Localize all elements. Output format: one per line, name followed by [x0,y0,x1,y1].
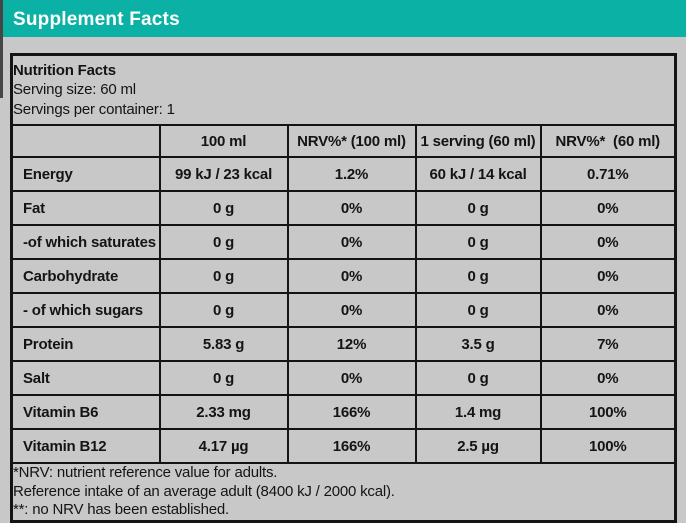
serving-size-text: Serving size: 60 ml [13,81,137,99]
footnote-nrv: *NRV: nutrient reference value for adult… [13,464,278,481]
cell-value: 0.71% [539,156,677,192]
row-label: Vitamin B12 [10,428,161,464]
cell-value: 0% [539,258,677,294]
column-header-1serving-60ml: 1 serving (60 ml) [414,124,542,158]
cell-value: 0% [286,258,417,294]
nutrition-facts-table: Nutrition Facts Serving size: 60 ml Serv… [10,53,677,523]
table-row-vitamin-b6: Vitamin B6 2.33 mg 166% 1.4 mg 100% [10,394,677,430]
cell-value: 1.4 mg [414,394,542,430]
column-header-empty [10,124,161,158]
cell-value: 0 g [158,258,289,294]
cell-value: 166% [286,394,417,430]
cell-value: 100% [539,394,677,430]
column-header-nrv-60ml: NRV%* (60 ml) [539,124,677,158]
table-row-fat: Fat 0 g 0% 0 g 0% [10,190,677,226]
table-row-carbohydrate: Carbohydrate 0 g 0% 0 g 0% [10,258,677,294]
row-label: -of which saturates [10,224,161,260]
cell-value: 0 g [414,360,542,396]
cell-value: 1.2% [286,156,417,192]
cell-value: 0% [539,360,677,396]
footnote-no-nrv: **: no NRV has been established. [13,501,230,518]
cell-value: 0 g [158,224,289,260]
cell-value: 0 g [158,360,289,396]
cell-value: 100% [539,428,677,464]
table-row-vitamin-b12: Vitamin B12 4.17 µg 166% 2.5 µg 100% [10,428,677,464]
cell-value: 0% [539,190,677,226]
cell-value: 12% [286,326,417,362]
row-label: Protein [10,326,161,362]
table-row-energy: Energy 99 kJ / 23 kcal 1.2% 60 kJ / 14 k… [10,156,677,192]
cell-value: 0% [539,224,677,260]
cell-value: 7% [539,326,677,362]
nutrition-facts-title: Nutrition Facts [13,61,117,79]
row-label: - of which sugars [10,292,161,328]
servings-per-container-text: Servings per container: 1 [13,100,175,118]
cell-value: 0% [286,190,417,226]
table-row-sugars: - of which sugars 0 g 0% 0 g 0% [10,292,677,328]
column-header-nrv-100ml: NRV%* (100 ml) [286,124,417,158]
cell-value: 0 g [158,190,289,226]
cell-value: 99 kJ / 23 kcal [158,156,289,192]
cell-value: 0 g [414,190,542,226]
row-label: Fat [10,190,161,226]
cell-value: 60 kJ / 14 kcal [414,156,542,192]
table-row-protein: Protein 5.83 g 12% 3.5 g 7% [10,326,677,362]
section-title: Supplement Facts [13,9,180,30]
cell-value: 3.5 g [414,326,542,362]
footnote-reference-intake: Reference intake of an average adult (84… [13,482,395,500]
table-header-row: 100 ml NRV%* (100 ml) 1 serving (60 ml) … [10,124,677,158]
cell-value: 5.83 g [158,326,289,362]
cell-value: 0% [286,360,417,396]
cell-value: 0 g [158,292,289,328]
cell-value: 0 g [414,292,542,328]
row-label: Vitamin B6 [10,394,161,430]
section-header-supplement-facts[interactable]: Supplement Facts [0,0,686,37]
table-row-saturates: -of which saturates 0 g 0% 0 g 0% [10,224,677,260]
cell-value: 4.17 µg [158,428,289,464]
table-footnotes-row: *NRV: nutrient reference value for adult… [10,462,677,522]
cell-value: 0% [286,224,417,260]
table-info-row: Nutrition Facts Serving size: 60 ml Serv… [10,53,677,126]
left-edge-artifact [0,0,3,98]
cell-value: 2.5 µg [414,428,542,464]
cell-value: 0 g [414,258,542,294]
column-header-100ml: 100 ml [158,124,289,158]
cell-value: 166% [286,428,417,464]
cell-value: 0 g [414,224,542,260]
table-footnotes: *NRV: nutrient reference value for adult… [10,462,677,522]
table-info-section: Nutrition Facts Serving size: 60 ml Serv… [10,53,677,126]
cell-value: 0% [539,292,677,328]
row-label: Carbohydrate [10,258,161,294]
cell-value: 2.33 mg [158,394,289,430]
row-label: Salt [10,360,161,396]
cell-value: 0% [286,292,417,328]
table-row-salt: Salt 0 g 0% 0 g 0% [10,360,677,396]
row-label: Energy [10,156,161,192]
